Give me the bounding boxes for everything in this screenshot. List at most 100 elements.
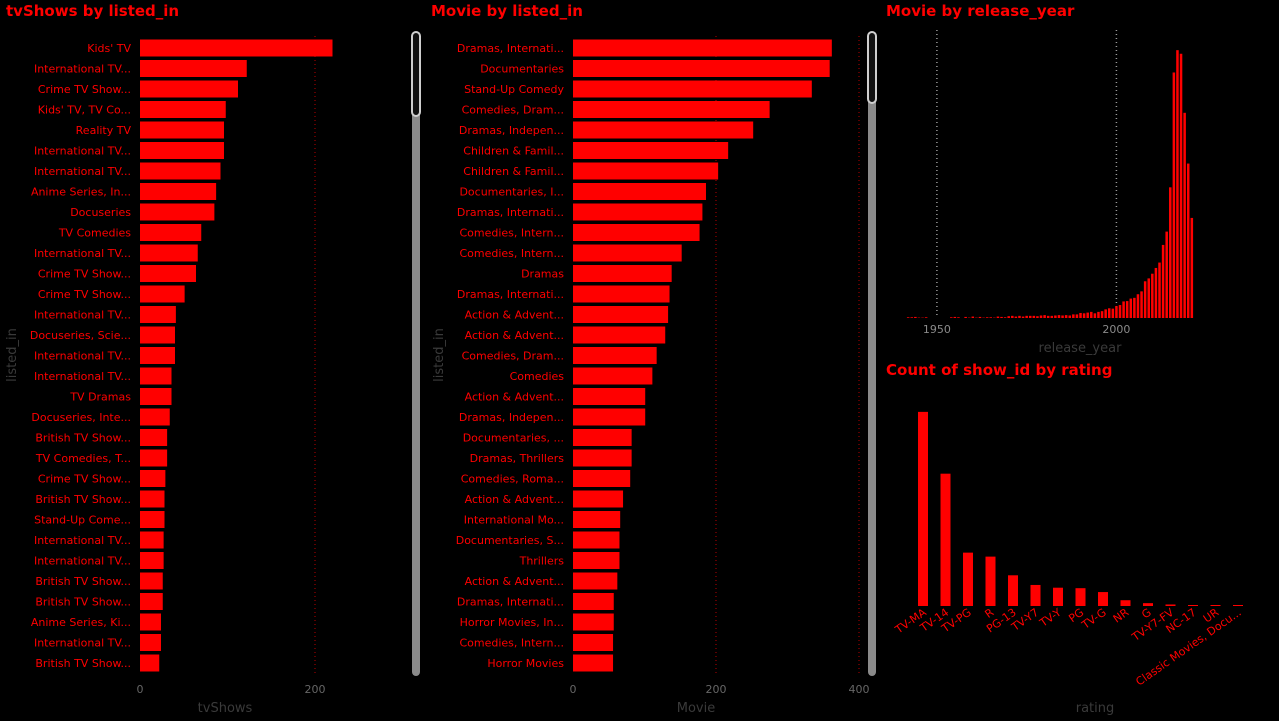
bar (1072, 314, 1075, 318)
bar (140, 306, 176, 323)
category-label: Docuseries, Scie... (30, 329, 131, 342)
bar (573, 101, 770, 118)
bar (1143, 281, 1147, 318)
tvshows-panel: tvShows by listed_in 0 200 Kids' TV Interna… (0, 0, 425, 721)
bar (1188, 605, 1198, 606)
bar (1025, 315, 1028, 318)
category-label: Anime Series, In... (31, 186, 131, 199)
category-label: International TV... (34, 555, 131, 568)
bar (1176, 50, 1179, 318)
bar (1043, 315, 1046, 318)
bar (985, 556, 996, 606)
x-axis-title: rating (1076, 701, 1115, 716)
bar (950, 317, 953, 318)
category-label: Comedies, Intern... (459, 227, 564, 240)
bar (1158, 262, 1161, 318)
y-axis-title: listed_in (432, 328, 447, 382)
category-label: British TV Show... (35, 432, 131, 445)
bar (573, 265, 672, 282)
category-label: Anime Series, Ki... (31, 616, 131, 629)
bar (914, 316, 917, 318)
bar (573, 634, 614, 651)
bar (1129, 298, 1133, 318)
bar (140, 572, 163, 590)
category-label: Action & Advent... (465, 391, 564, 404)
bar (1165, 231, 1168, 318)
bar (573, 654, 614, 672)
bar (1014, 316, 1018, 318)
bar (1143, 603, 1153, 606)
category-label: Kids' TV, TV Co... (38, 104, 131, 117)
x-axis-title: release_year (1039, 341, 1123, 356)
bar (1107, 308, 1111, 318)
bar (964, 316, 967, 318)
bar (573, 613, 614, 631)
category-label: Crime TV Show... (38, 288, 131, 301)
category-label: Docuseries, Inte... (31, 411, 131, 424)
bar (573, 224, 700, 241)
bar (1125, 301, 1129, 318)
bar (573, 408, 646, 426)
category-label: Documentaries, I... (459, 186, 564, 199)
bar (1075, 314, 1079, 318)
bar (1179, 53, 1183, 318)
bar (140, 244, 198, 262)
bar (140, 388, 172, 405)
bar (140, 121, 224, 139)
bar (1008, 575, 1018, 606)
category-label: Dramas, Internati... (457, 288, 564, 301)
category-label: International TV... (34, 63, 131, 76)
bar (953, 316, 957, 318)
bar (1064, 315, 1068, 318)
bar (1115, 306, 1118, 318)
bar (573, 203, 703, 221)
category-label: British TV Show... (35, 575, 131, 588)
category-label: Dramas, Internati... (457, 596, 564, 609)
tvshows-scrollbar[interactable] (412, 33, 420, 676)
bar (1046, 315, 1050, 318)
bar (1011, 315, 1014, 318)
bar (140, 162, 221, 180)
bar (140, 552, 164, 569)
tvshows-scrollbar-thumb[interactable] (411, 31, 421, 117)
bar (140, 429, 168, 446)
bar (573, 306, 669, 323)
bar (1133, 297, 1136, 318)
bar (573, 326, 666, 344)
category-label: TV Comedies, T... (35, 452, 131, 465)
bar (957, 317, 960, 318)
bar (140, 265, 196, 282)
category-label: TV Comedies (58, 227, 131, 240)
movie-scrollbar[interactable] (868, 33, 876, 676)
category-label: Crime TV Show... (38, 83, 131, 96)
bar (971, 316, 975, 318)
bar (573, 449, 632, 467)
bar (1172, 72, 1176, 318)
category-label: Crime TV Show... (38, 268, 131, 281)
bar (140, 490, 165, 508)
bar (989, 317, 993, 318)
category-label: Thrillers (519, 555, 565, 568)
bar (1097, 311, 1100, 318)
bar (1000, 316, 1003, 318)
bar (573, 531, 620, 549)
x-tick-label: 200 (706, 683, 727, 696)
category-label: Crime TV Show... (38, 473, 131, 486)
bar (573, 429, 632, 446)
bar (140, 80, 238, 98)
bar (573, 388, 646, 405)
rating-chart-title: Count of show_id by rating (886, 361, 1113, 379)
bar (996, 316, 1000, 318)
movie-scrollbar-thumb[interactable] (867, 31, 877, 104)
category-label: International TV... (34, 350, 131, 363)
bar (573, 285, 670, 303)
category-label: Dramas, Indepen... (459, 411, 564, 424)
bar (1140, 291, 1143, 318)
bar (573, 552, 620, 569)
movie-chart-title: Movie by listed_in (431, 2, 583, 20)
movie-bar-chart: 0 200 400 Dramas, Internati... Documentaries… (432, 36, 870, 716)
bar (140, 101, 226, 118)
category-label: Dramas, Internati... (457, 206, 564, 219)
bar (140, 203, 215, 221)
bar (1054, 315, 1057, 318)
